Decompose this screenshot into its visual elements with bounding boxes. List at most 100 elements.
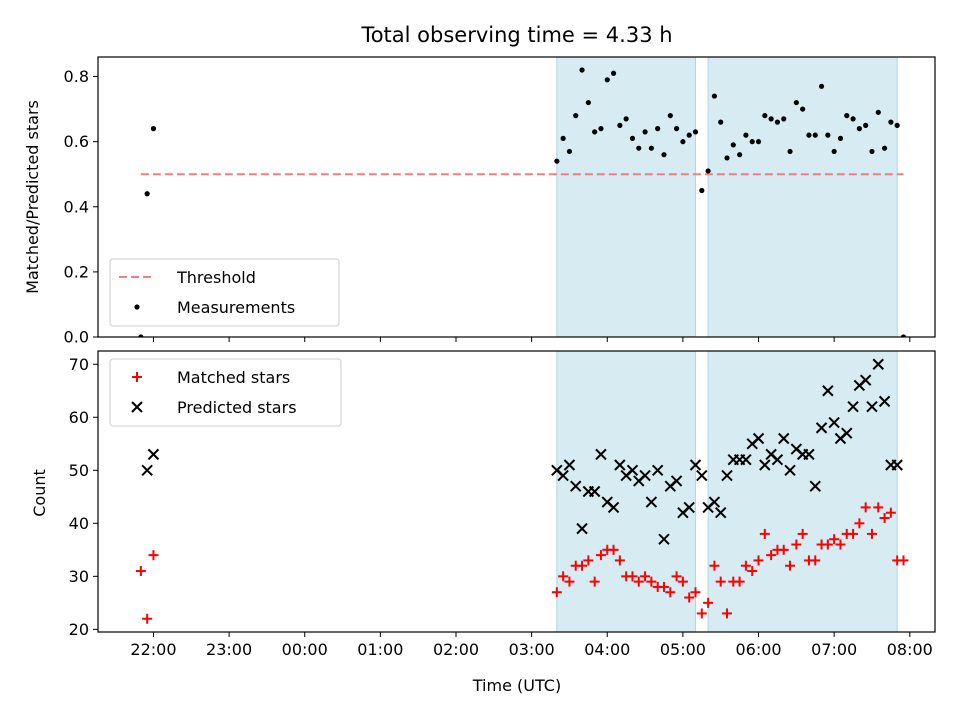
matched-star-point [829,534,840,545]
measurement-point [579,67,585,73]
matched-star-point [879,513,890,524]
measurement-point [661,152,667,158]
predicted-star-point [570,480,582,492]
predicted-star-point [595,448,607,461]
measurement-point [623,116,629,122]
matched-star-point [589,576,600,587]
shaded-region [556,57,696,337]
matched-star-point [614,555,625,566]
measurement-point [869,148,875,155]
measurement-point [774,119,781,125]
matched-star-point [785,560,796,571]
measurement-point [648,145,654,151]
measurement-point [592,129,598,135]
measurement-point [617,122,623,128]
matched-star-point [885,507,896,518]
predicted-star-point [651,464,664,476]
predicted-star-point [670,475,683,487]
measurement-point [610,70,617,76]
predicted-star-point [809,480,821,492]
predicted-star-point [708,496,721,508]
legend: Threshold Measurements [109,258,340,327]
plot-area [135,351,909,632]
measurement-point [863,122,869,128]
x-tick-label: 23:00 [206,640,252,659]
y-tick-label: 0.4 [64,197,89,216]
measurement-point [680,139,686,145]
matched-star-point [640,571,651,582]
measurement-point [831,148,837,155]
matched-star-point [722,608,733,619]
predicted-star-point [557,469,569,482]
predicted-star-point [658,533,670,545]
measurement-point [705,168,711,174]
matched-star-point [703,597,714,608]
matched-star-point [608,544,619,555]
measurement-point [806,132,812,138]
measurement-point [818,83,825,89]
measurement-point [856,126,862,132]
measurement-point [793,99,799,106]
measurement-point [888,119,894,125]
matched-star-point [709,560,720,571]
legend-box [109,258,340,327]
matched-star-point [142,613,153,624]
predicted-star-point [778,432,790,445]
y-tick-label: 40 [69,514,89,533]
measurement-point [737,152,743,158]
measurement-point [629,135,636,141]
predicted-star-point [689,459,702,471]
measurement-point [598,126,604,132]
predicted-star-point [721,469,733,482]
y-tick-label: 0.0 [64,328,89,347]
matched-star-point [797,528,808,539]
top-panel: 0.0 0.2 0.4 0.6 0.8 Threshold Measurements [64,56,936,347]
matched-star-point [753,555,764,566]
matched-star-point [690,587,701,598]
x-tick-label: 00:00 [282,640,328,659]
measurement-point [762,113,768,119]
predicted-star-point [878,395,891,408]
measurement-point [837,135,844,141]
measurement-point [711,93,718,99]
measurement-point [825,132,831,138]
predicted-star-point [752,432,765,445]
measurement-point [850,116,856,122]
matched-star-point [747,566,758,577]
matched-star-point [854,518,865,529]
legend-measurement-swatch [134,304,140,310]
x-tick-label: 02:00 [433,640,479,659]
x-tick-label: 07:00 [811,640,857,659]
predicted-star-point [696,469,708,482]
measurement-point [724,155,730,161]
predicted-star-point [891,459,903,471]
measurement-point [150,126,157,132]
measurement-point [718,119,724,125]
legend-entry-label: Measurements [177,298,295,317]
measurement-point [812,132,818,138]
measurement-point [768,116,774,122]
legend-box [109,358,342,427]
y-tick-label: 70 [69,355,89,374]
matched-star-point [646,576,657,587]
predicted-star-point [847,400,859,413]
measurement-point [894,122,900,128]
matched-star-point [835,539,846,550]
measurement-point [844,113,850,119]
measurement-point [900,334,907,337]
predicted-star-point [803,448,815,461]
matched-star-point [848,528,859,539]
matched-star-point [766,550,777,561]
matched-star-point [135,566,146,577]
matched-star-point [778,544,789,555]
predicted-star-point [588,485,601,498]
plot-frame [97,56,936,338]
measurement-point [730,142,736,148]
matched-star-point [898,555,909,566]
measurement-point [787,148,793,155]
predicted-star-point [822,385,834,397]
bottom-y-axis-label: Count [30,469,49,517]
predicted-star-point [815,422,828,434]
y-tick-label: 0.6 [64,132,89,151]
matched-star-point [684,592,695,603]
